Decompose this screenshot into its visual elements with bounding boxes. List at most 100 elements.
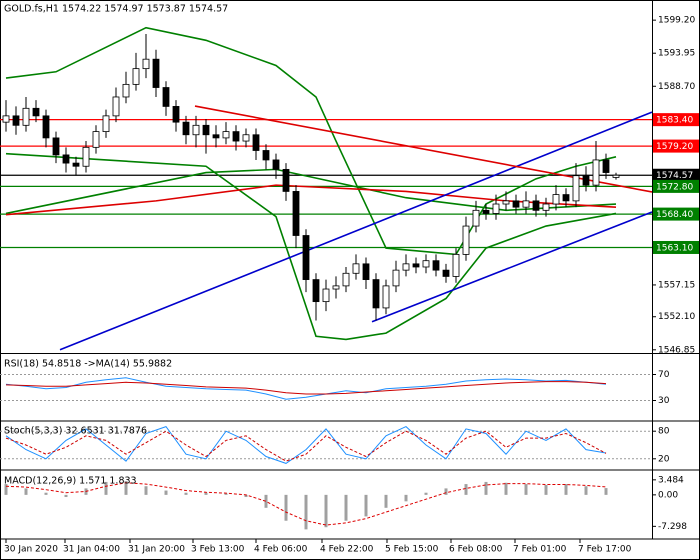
candle-body — [2, 115, 10, 123]
candle-body — [32, 107, 40, 117]
candle-body — [112, 96, 120, 117]
x-tick-label: 31 Jan 20:00 — [128, 545, 185, 555]
y-tick-label: 1557.15 — [658, 280, 695, 290]
panel-title: RSI(18) 54.8518 ->MA(14) 55.9882 — [4, 359, 172, 370]
overlay-line — [59, 111, 652, 351]
candle-body — [162, 87, 170, 107]
candle-body — [132, 68, 140, 85]
level-tag — [653, 207, 699, 221]
candle-body — [492, 203, 500, 214]
candle-body — [352, 263, 360, 274]
candle-body — [222, 131, 230, 139]
level-label: 1583.40 — [656, 116, 693, 126]
panel-title: MACD(12,26,9) 1.571 1.833 — [4, 476, 137, 487]
candle-body — [232, 131, 240, 142]
x-tick-label: 5 Feb 15:00 — [385, 545, 439, 555]
candle-body — [272, 159, 280, 170]
level-label: 1579.20 — [656, 142, 693, 152]
indicator-line — [5, 430, 607, 462]
candle-body — [192, 124, 200, 136]
overlay-line — [5, 26, 617, 256]
x-tick-label: 3 Feb 13:00 — [191, 545, 245, 555]
candle-body — [532, 200, 540, 211]
candle-body — [392, 269, 400, 287]
level-tag — [653, 168, 699, 182]
y-tick-label: 20 — [658, 454, 670, 464]
candle-body — [452, 253, 460, 277]
candle-body — [252, 134, 260, 151]
candle-body — [282, 168, 290, 192]
overlay-line — [5, 152, 617, 341]
candle-body — [12, 115, 20, 126]
overlay-line — [371, 211, 652, 323]
labels: 1599.20 1593.95 1588.70 1557.15 1552.10 1546.… — [4, 4, 699, 555]
candle-body — [552, 194, 560, 205]
candle-body — [212, 134, 220, 139]
y-tick-label: 1546.85 — [658, 345, 695, 355]
candle-body — [322, 288, 330, 303]
level-label: 1572.80 — [656, 182, 693, 192]
candle-body — [332, 285, 340, 290]
level-label: 1563.10 — [656, 243, 693, 253]
candle-body — [512, 200, 520, 208]
y-tick-label: 1599.20 — [658, 16, 695, 26]
candle-body — [412, 263, 420, 268]
candle-body — [122, 83, 130, 98]
candle-body — [302, 235, 310, 280]
signal-line — [5, 482, 607, 526]
candle-body — [442, 269, 450, 277]
candle-body — [52, 137, 60, 156]
y-tick-label: 1552.10 — [658, 312, 695, 322]
indicator-line — [5, 381, 607, 395]
candle-body — [482, 209, 490, 214]
candle-body — [182, 121, 190, 136]
candle-body — [92, 131, 100, 148]
y-tick-label: 1593.95 — [658, 49, 695, 59]
candle-body — [582, 175, 590, 186]
y-tick-label: 70 — [658, 370, 670, 380]
candle-body — [422, 260, 430, 268]
candle-body — [72, 162, 80, 167]
candle-body — [562, 194, 570, 202]
candle-body — [292, 191, 300, 236]
candle-body — [502, 200, 510, 205]
rsi-panel — [0, 374, 652, 401]
candle-body — [362, 263, 370, 280]
candle-body — [22, 107, 30, 126]
candle-body — [382, 285, 390, 309]
x-tick-label: 30 Jan 2020 — [4, 545, 58, 555]
indicator-line — [5, 377, 607, 400]
candle-body — [472, 209, 480, 227]
candle-body — [62, 154, 70, 164]
candle-body — [402, 263, 410, 271]
candle-body — [542, 203, 550, 211]
stoch-panel — [0, 426, 652, 464]
candle-body — [522, 200, 530, 208]
macd-panel — [4, 481, 608, 530]
level-tag — [653, 240, 699, 254]
axes — [0, 0, 700, 540]
level-tag — [653, 139, 699, 153]
candle-body — [42, 115, 50, 139]
level-label: 1568.40 — [656, 210, 693, 220]
candle-body — [432, 260, 440, 271]
y-tick-label: -7.298 — [658, 522, 687, 532]
y-tick-label: 1588.70 — [658, 82, 695, 92]
x-tick-label: 4 Feb 06:00 — [254, 545, 308, 555]
x-tick-label: 31 Jan 04:00 — [63, 545, 120, 555]
level-tag — [653, 179, 699, 193]
y-tick-label: 80 — [658, 427, 670, 437]
candle-body — [152, 58, 160, 88]
candle-body — [172, 106, 180, 123]
x-tick-label: 4 Feb 22:00 — [320, 545, 374, 555]
candle-body — [262, 150, 270, 161]
level-label: 1574.57 — [656, 171, 693, 181]
candle-body — [372, 279, 380, 309]
panel-title: Stoch(5,3,3) 32.6531 31.7876 — [4, 426, 147, 437]
candle-body — [102, 115, 110, 133]
main-panel — [0, 26, 652, 351]
candle-body — [202, 124, 210, 136]
candle-body — [572, 175, 580, 202]
x-tick-label: 7 Feb 01:00 — [513, 545, 567, 555]
